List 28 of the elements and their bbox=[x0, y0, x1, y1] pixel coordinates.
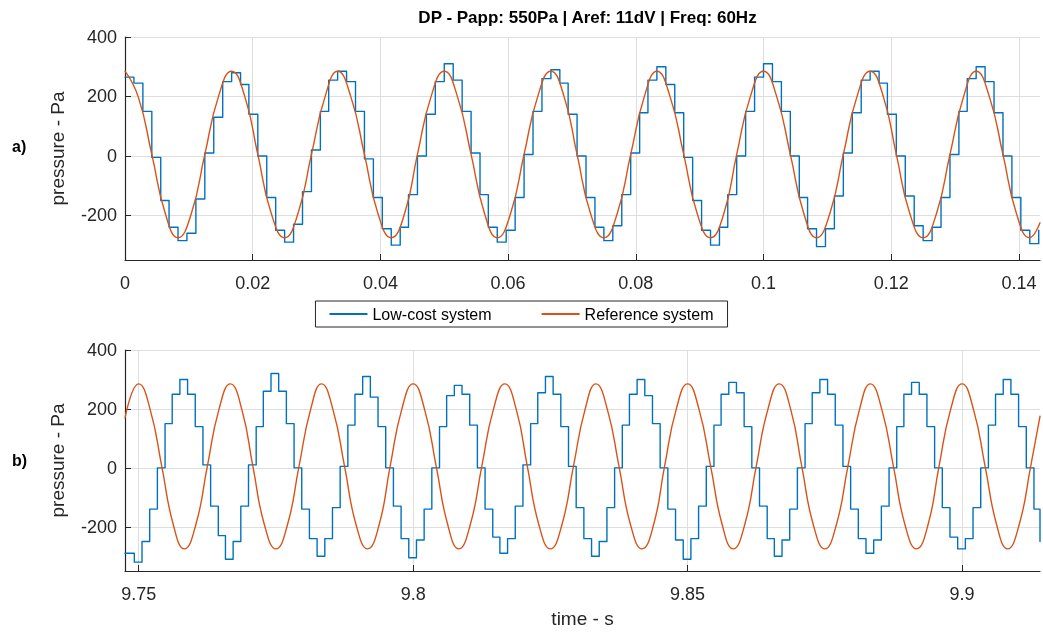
x-tick-label: 0.08 bbox=[618, 273, 654, 293]
y-tick-label: 0 bbox=[106, 457, 117, 478]
x-axis-title: time - s bbox=[551, 608, 614, 629]
text: b) bbox=[12, 451, 28, 469]
text: a) bbox=[12, 138, 27, 155]
x-tick-label: 9.8 bbox=[400, 584, 426, 604]
x-tick-label: 9.85 bbox=[670, 584, 706, 604]
y-tick-label: 0 bbox=[106, 145, 117, 166]
y-tick-label: -200 bbox=[80, 205, 117, 226]
y-axis-title: pressure - Pa bbox=[47, 91, 68, 206]
y-tick-label: -200 bbox=[80, 516, 117, 537]
y-tick-label: 400 bbox=[86, 27, 117, 47]
y-tick-label: 400 bbox=[86, 340, 117, 360]
x-tick-label: 0.1 bbox=[751, 273, 777, 293]
x-tick-label: 9.75 bbox=[121, 584, 157, 604]
chart-title: DP - Papp: 550Pa | Aref: 11dV | Freq: 60Hz bbox=[418, 8, 757, 27]
x-tick-label: 0.06 bbox=[490, 273, 526, 293]
legend-label: Reference system bbox=[584, 305, 714, 323]
legend-label: Low-cost system bbox=[372, 305, 492, 323]
x-tick-label: 0 bbox=[119, 273, 131, 293]
y-axis-title: pressure - Pa bbox=[47, 403, 68, 518]
x-tick-label: 9.9 bbox=[949, 584, 975, 604]
x-tick-label: 0.04 bbox=[362, 273, 398, 293]
x-tick-label: 0.14 bbox=[1001, 273, 1037, 293]
x-tick-label: 0.02 bbox=[235, 273, 271, 293]
y-tick-label: 200 bbox=[86, 86, 117, 107]
y-tick-label: 200 bbox=[86, 398, 117, 419]
x-tick-label: 0.12 bbox=[873, 273, 909, 293]
